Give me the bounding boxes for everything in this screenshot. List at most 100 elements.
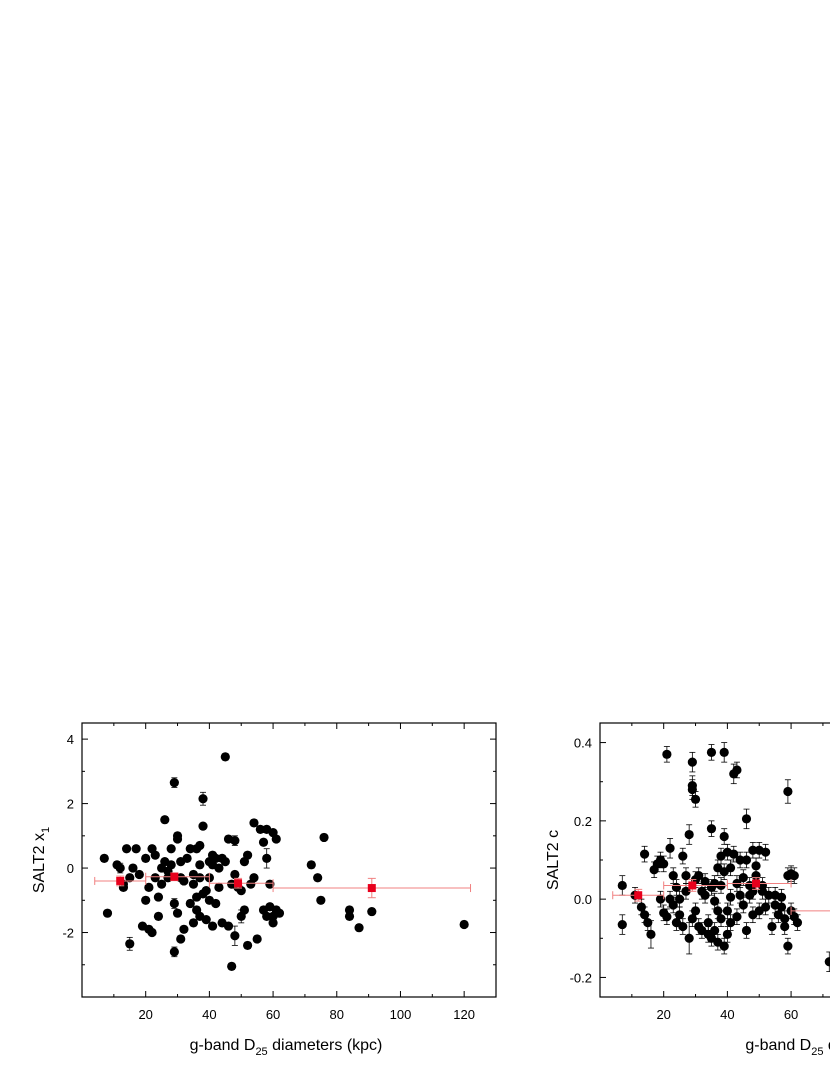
- left-xtick-label: 60: [266, 1007, 280, 1022]
- point-marker: [227, 961, 237, 971]
- point-marker: [319, 832, 329, 843]
- point-marker: [725, 863, 736, 873]
- point-marker: [172, 834, 183, 844]
- point-marker: [230, 836, 240, 846]
- point-marker: [761, 847, 771, 857]
- point-marker: [153, 911, 164, 922]
- point-marker: [182, 853, 192, 863]
- left-data-point: [239, 905, 250, 915]
- point-marker: [220, 857, 230, 867]
- left-data-point: [207, 921, 218, 931]
- left-data-point: [157, 879, 167, 889]
- point-marker: [195, 860, 205, 870]
- point-marker: [687, 757, 697, 767]
- left-data-point: [227, 961, 237, 971]
- right-data-point: [725, 859, 736, 877]
- right-data-point: [741, 851, 752, 869]
- left-data-point: [252, 934, 262, 944]
- point-marker: [99, 853, 109, 863]
- left-data-point: [214, 882, 224, 893]
- left-data-point: [188, 918, 199, 928]
- point-marker: [201, 915, 211, 925]
- left-data-point: [313, 873, 323, 883]
- left-data-point: [271, 834, 281, 844]
- left-data-point: [150, 873, 160, 883]
- point-marker: [160, 815, 170, 825]
- point-marker: [729, 849, 739, 859]
- point-marker: [713, 906, 723, 916]
- left-data-point: [306, 860, 316, 870]
- left-data-layer: [94, 752, 472, 971]
- point-marker: [344, 911, 355, 922]
- right-xtick-label: 20: [656, 1007, 670, 1022]
- point-marker: [166, 860, 176, 870]
- right-data-point: [761, 843, 771, 861]
- point-marker: [153, 892, 164, 902]
- point-marker: [150, 873, 160, 883]
- point-marker: [694, 871, 704, 881]
- point-marker: [223, 921, 234, 931]
- point-marker: [163, 873, 173, 883]
- point-marker: [646, 929, 656, 939]
- point-marker: [665, 843, 675, 853]
- left-data-point: [274, 908, 285, 918]
- point-marker: [207, 921, 218, 931]
- left-binned-point: [94, 875, 147, 887]
- right-data-point: [780, 918, 790, 935]
- left-data-point: [265, 879, 275, 889]
- left-y-axis-label: SALT2 x1: [31, 827, 52, 893]
- right-data-point: [725, 914, 736, 931]
- point-marker: [220, 752, 230, 762]
- point-marker: [131, 844, 141, 854]
- point-marker: [125, 939, 135, 949]
- left-data-point: [115, 862, 125, 874]
- right-data-point: [732, 761, 742, 779]
- right-data-point: [748, 841, 758, 859]
- right-data-point: [716, 910, 726, 927]
- left-data-point: [128, 863, 138, 873]
- left-ytick-label: 0: [67, 861, 74, 876]
- point-marker: [738, 873, 748, 883]
- point-marker: [687, 914, 697, 924]
- right-xtick-label: 60: [784, 1007, 798, 1022]
- point-marker: [678, 921, 688, 932]
- point-marker: [662, 912, 672, 922]
- point-marker: [211, 898, 221, 909]
- point-marker: [617, 919, 627, 930]
- bin-marker: [234, 879, 243, 888]
- point-marker: [725, 892, 736, 902]
- point-marker: [249, 818, 259, 828]
- point-marker: [741, 855, 752, 865]
- right-data-point: [741, 808, 752, 830]
- right-data-point: [662, 746, 672, 763]
- left-data-point: [211, 898, 221, 909]
- left-data-point: [169, 898, 179, 909]
- right-data-point: [662, 908, 672, 925]
- right-data-point: [678, 847, 688, 865]
- left-data-point: [195, 860, 205, 870]
- point-marker: [700, 876, 710, 887]
- point-marker: [732, 912, 742, 922]
- point-marker: [230, 931, 240, 941]
- point-marker: [706, 824, 717, 834]
- right-data-point: [655, 890, 666, 908]
- point-marker: [306, 860, 316, 870]
- point-marker: [716, 914, 726, 924]
- point-marker: [741, 925, 752, 936]
- left-data-point: [230, 869, 240, 880]
- right-data-point: [710, 922, 720, 939]
- left-x-axis-label: g-band D25 diameters (kpc): [190, 1037, 383, 1058]
- right-binned-point: [790, 906, 830, 915]
- point-marker: [678, 851, 688, 861]
- left-data-point: [220, 752, 230, 762]
- point-marker: [169, 947, 179, 957]
- right-data-point: [789, 867, 799, 884]
- point-marker: [128, 863, 138, 873]
- left-data-point: [166, 860, 176, 870]
- left-data-point: [144, 882, 154, 893]
- point-marker: [134, 869, 144, 880]
- point-marker: [176, 934, 186, 944]
- right-data-point: [732, 908, 742, 925]
- left-data-point: [195, 840, 205, 851]
- left-data-point: [182, 853, 192, 863]
